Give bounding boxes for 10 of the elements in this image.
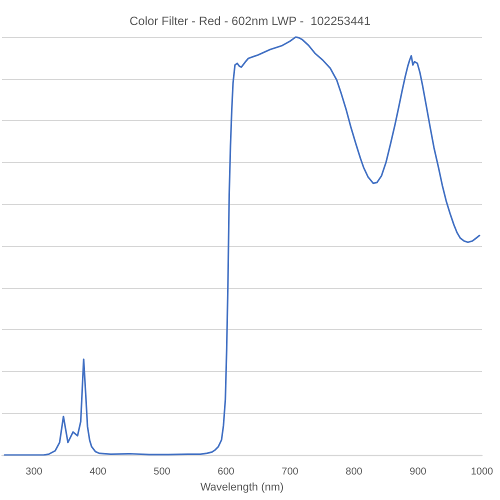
x-tick-label: 900 [410,466,427,478]
x-tick-label: 1000 [470,466,494,478]
x-tick-label: 300 [26,466,43,478]
chart-title: Color Filter - Red - 602nm LWP - 102253441 [129,14,371,28]
x-axis-title: Wavelength (nm) [200,481,284,494]
x-tick-label: 700 [282,466,299,478]
x-tick-label: 600 [218,466,235,478]
x-tick-label: 500 [154,466,171,478]
x-tick-label: 800 [346,466,363,478]
x-tick-label: 400 [90,466,107,478]
